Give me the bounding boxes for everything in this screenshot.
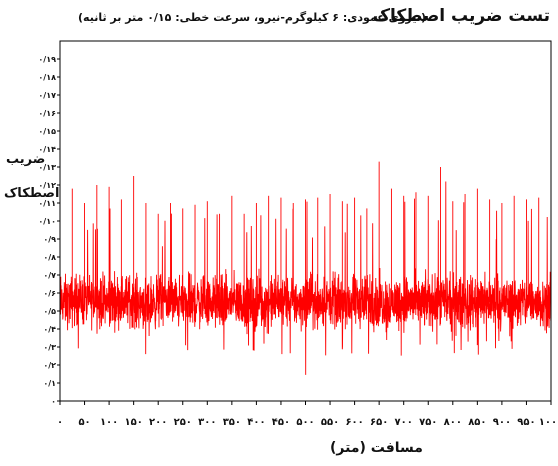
y-tick-label: ۰/۶: [43, 289, 56, 298]
y-tick-label: ۰/۷: [43, 271, 56, 280]
y-tick-label: ۰/۱۹: [38, 55, 56, 64]
y-tick-label: ۰/۵: [43, 307, 56, 316]
y-tick-label: ۰/۱۸: [38, 73, 56, 82]
y-tick-label: ۰/۱۰: [38, 217, 56, 226]
y-axis: ۰ ۰/۱ ۰/۲ ۰/۳ ۰/۴ ۰/۵ ۰/۶ ۰/۷ ۰/۸ ۰/۹ ۰/۱۰ ۰/۱۱ ۰/۱۲…: [38, 55, 60, 406]
y-tick-label: ۰/۱۶: [38, 109, 56, 118]
signal-series: [60, 162, 551, 375]
y-tick-label: ۰/۱۷: [38, 91, 56, 100]
x-tick-label: ۱۰۰: [100, 417, 118, 428]
x-tick-label: ۷۰۰: [395, 417, 413, 428]
y-tick-label: ۰/۱۱: [38, 199, 56, 208]
y-tick-label: ۰/۱۳: [38, 163, 56, 172]
x-tick-label: ۸۵۰: [468, 417, 486, 428]
x-tick-label: ۲۵۰: [174, 417, 192, 428]
x-tick-label: ۹۵۰: [517, 417, 535, 428]
y-tick-label: ۰/۱: [43, 379, 56, 388]
x-tick-label: ۳۰۰: [198, 417, 216, 428]
x-tick-label: ۱۵۰: [124, 417, 142, 428]
y-tick-label: ۰/۱۵: [38, 127, 56, 136]
y-tick-label: ۰: [51, 397, 56, 406]
x-tick-label: ۸۰۰: [444, 417, 462, 428]
x-tick-label: ۴۵۰: [272, 417, 290, 428]
x-tick-label: ۳۵۰: [223, 417, 241, 428]
x-tick-label: ۴۰۰: [247, 417, 265, 428]
x-tick-label: ۹۰۰: [493, 417, 511, 428]
y-tick-label: ۰/۹: [43, 235, 56, 244]
y-tick-label: ۰/۳: [43, 343, 56, 352]
y-tick-label: ۰/۸: [43, 253, 56, 262]
x-tick-label: ۷۵۰: [419, 417, 437, 428]
y-tick-label: ۰/۱۴: [38, 145, 56, 154]
x-tick-label: ۵۰: [78, 417, 90, 428]
y-tick-label: ۰/۲: [43, 361, 56, 370]
x-tick-label: ۰: [57, 417, 63, 428]
y-tick-label: ۰/۴: [43, 325, 56, 334]
y-tick-label: ۰/۱۲: [38, 181, 56, 190]
x-tick-label: ۵۵۰: [321, 417, 339, 428]
x-tick-label: ۱۰۰۰: [539, 417, 558, 428]
x-axis: ۰ ۵۰ ۱۰۰ ۱۵۰ ۲۰۰ ۲۵۰ ۳۰۰ ۳۵۰ ۴۰۰ ۴۵۰ ۵۰۰ ۵۵۰ ۶۰۰ ۶۵۰ ۷…: [57, 401, 558, 428]
x-tick-label: ۶۰۰: [345, 417, 363, 428]
x-tick-label: ۵۰۰: [296, 417, 314, 428]
x-tick-label: ۲۰۰: [149, 417, 167, 428]
x-tick-label: ۶۵۰: [370, 417, 388, 428]
